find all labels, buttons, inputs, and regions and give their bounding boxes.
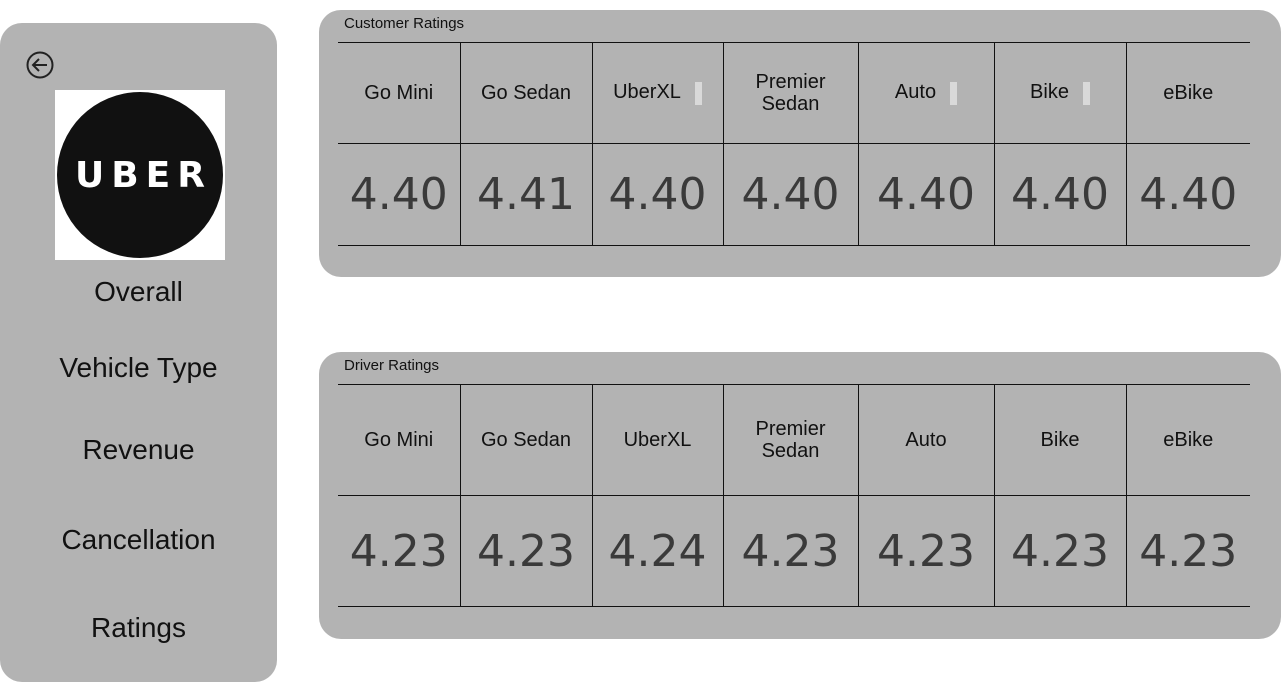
arrow-left-circle-icon[interactable]: [25, 50, 55, 80]
driver-col-auto: Auto: [858, 384, 995, 496]
driver-col-ebike: eBike: [1126, 384, 1250, 496]
driver-value-ebike: 4.23: [1126, 495, 1250, 607]
driver-col-premier-sedan: Premier Sedan: [723, 384, 859, 496]
driver-col-go-mini: Go Mini: [338, 384, 461, 496]
customer-value-ebike: 4.40: [1126, 143, 1250, 246]
driver-value-premier-sedan: 4.23: [723, 495, 859, 607]
nav-item-ratings[interactable]: Ratings: [91, 612, 186, 643]
driver-ratings-table: Go Mini Go Sedan UberXL Premier Sedan Au…: [338, 384, 1250, 607]
customer-value-bike: 4.40: [994, 143, 1127, 246]
column-indicator-bar: [694, 81, 702, 105]
customer-col-auto-cell: Auto: [858, 42, 995, 144]
driver-value-go-sedan: 4.23: [460, 495, 593, 607]
customer-col-bike-cell: Bike: [994, 42, 1127, 144]
driver-value-uberxl: 4.24: [592, 495, 724, 607]
sidebar-panel: UBER Overall Vehicle Type Revenue Cancel…: [0, 23, 277, 682]
driver-ratings-title: Driver Ratings: [344, 357, 440, 374]
customer-col-premier-sedan-label: Premier Sedan: [755, 71, 826, 115]
driver-ratings-panel: Driver Ratings Go Mini Go Sedan UberXL P…: [319, 352, 1281, 639]
nav-item-cancellation[interactable]: Cancellation: [61, 524, 216, 555]
uber-logo: UBER: [55, 90, 225, 260]
customer-ratings-title: Customer Ratings: [344, 15, 465, 32]
customer-col-premier-sedan: Premier Sedan: [723, 42, 859, 144]
logo-circle: UBER: [57, 92, 223, 258]
customer-col-go-mini: Go Mini: [338, 42, 461, 144]
customer-value-uberxl: 4.40: [592, 143, 724, 246]
customer-col-ebike: eBike: [1126, 42, 1250, 144]
column-indicator-bar: [1082, 81, 1090, 105]
customer-value-go-mini: 4.40: [338, 143, 461, 246]
customer-value-premier-sedan: 4.40: [723, 143, 859, 246]
customer-col-bike: Bike: [1030, 81, 1069, 104]
driver-value-bike: 4.23: [994, 495, 1127, 607]
customer-col-auto: Auto: [894, 81, 937, 104]
customer-value-auto: 4.40: [858, 143, 995, 246]
driver-value-auto: 4.23: [858, 495, 995, 607]
nav-item-overall[interactable]: Overall: [94, 276, 183, 307]
nav-item-revenue[interactable]: Revenue: [82, 434, 195, 465]
driver-col-bike: Bike: [994, 384, 1127, 496]
nav-item-vehicle-type[interactable]: Vehicle Type: [59, 352, 218, 383]
driver-col-premier-sedan-label: Premier Sedan: [755, 418, 826, 462]
driver-col-uberxl: UberXL: [592, 384, 724, 496]
column-indicator-bar: [950, 81, 958, 105]
customer-ratings-table: Go Mini Go Sedan UberXL Premier Sedan Au…: [338, 42, 1250, 246]
driver-value-go-mini: 4.23: [338, 495, 461, 607]
logo-text: UBER: [75, 154, 212, 196]
customer-ratings-panel: Customer Ratings Go Mini Go Sedan UberXL…: [319, 10, 1281, 277]
customer-value-go-sedan: 4.41: [460, 143, 593, 246]
customer-col-uberxl-cell: UberXL: [592, 42, 724, 144]
customer-col-uberxl: UberXL: [613, 81, 681, 104]
customer-col-go-sedan: Go Sedan: [460, 42, 593, 144]
driver-col-go-sedan: Go Sedan: [460, 384, 593, 496]
